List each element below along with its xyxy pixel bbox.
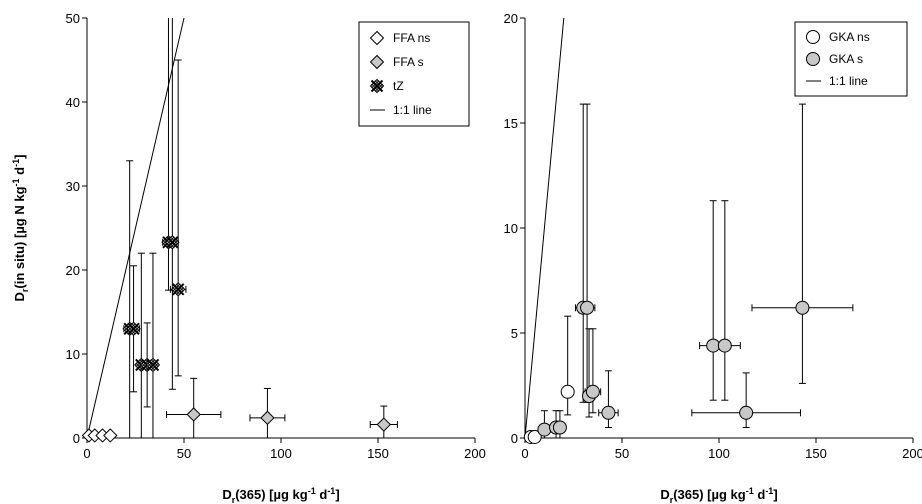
data-point	[165, 235, 180, 250]
legend-label: FFA ns	[393, 31, 430, 45]
data-point	[706, 338, 721, 353]
legend-marker	[806, 30, 820, 44]
data-point	[739, 405, 754, 420]
data-point	[527, 429, 542, 444]
left-panel: 0 10 20 30 40 50 0 50 100 150 200 Dr(365) [µg kg-1 …	[11, 11, 486, 504]
y-tick-label: 10	[504, 221, 518, 236]
data-point	[126, 321, 141, 337]
y-tick-label: 5	[511, 326, 518, 341]
data-point	[537, 422, 552, 437]
one-to-one-line	[525, 18, 565, 438]
y-tick-label: 0	[73, 431, 80, 446]
data-point	[580, 300, 595, 315]
legend-label: 1:1 line	[829, 74, 868, 88]
y-tick-label: 10	[66, 347, 80, 362]
legend-label: FFA s	[393, 55, 424, 69]
data-point	[170, 282, 186, 297]
legend-label: GKA s	[829, 52, 863, 66]
series-ffa-s	[186, 407, 392, 432]
y-tick-label: 50	[66, 11, 80, 26]
x-tick-label: 0	[521, 446, 528, 461]
legend-label: tZ	[393, 79, 404, 93]
x-tick-label: 50	[177, 446, 191, 461]
y-tick-label: 40	[66, 95, 80, 110]
data-point	[552, 420, 567, 435]
data-point	[186, 407, 201, 422]
legend-marker	[369, 54, 385, 70]
series-tz	[122, 235, 186, 373]
x-tick-label: 150	[367, 446, 389, 461]
series-gka-s	[537, 300, 810, 437]
x-tick-label: 200	[464, 446, 486, 461]
plot-area	[87, 18, 398, 438]
y-tick-label: 0	[511, 431, 518, 446]
legend: GKA ns GKA s 1:1 line	[794, 21, 908, 97]
legend-label: 1:1 line	[393, 103, 432, 117]
legend-marker	[369, 78, 385, 94]
x-axis-label: Dr(365) [µg kg-1 d-1]	[660, 486, 777, 504]
x-tick-label: 0	[83, 446, 90, 461]
series-gka-ns	[523, 384, 575, 444]
data-point	[585, 384, 600, 399]
y-axis-label: Dr(in situ) [µg N kg-1 d-1]	[11, 155, 30, 302]
x-tick-label: 100	[708, 446, 730, 461]
series-ffa-ns	[81, 428, 118, 443]
data-point	[717, 338, 732, 353]
data-point	[601, 405, 616, 420]
legend: FFA ns FFA s tZ 1:1 line	[358, 21, 470, 127]
y-tick-label: 20	[504, 11, 518, 26]
legend-marker	[806, 52, 820, 66]
y-tick-label: 30	[66, 179, 80, 194]
x-tick-label: 200	[902, 446, 922, 461]
x-tick-label: 50	[615, 446, 629, 461]
data-point	[376, 417, 392, 432]
x-tick-label: 150	[805, 446, 827, 461]
legend-label: GKA ns	[829, 30, 870, 44]
legend-marker	[369, 30, 385, 46]
data-point	[560, 384, 575, 399]
data-point	[795, 300, 810, 315]
x-axis-label: Dr(365) [µg kg-1 d-1]	[222, 486, 339, 504]
y-tick-label: 15	[504, 116, 518, 131]
data-point	[145, 357, 161, 373]
data-point	[103, 428, 118, 443]
one-to-one-line	[87, 18, 185, 438]
x-tick-label: 100	[270, 446, 292, 461]
data-point	[260, 410, 275, 426]
y-tick-label: 20	[66, 263, 80, 278]
